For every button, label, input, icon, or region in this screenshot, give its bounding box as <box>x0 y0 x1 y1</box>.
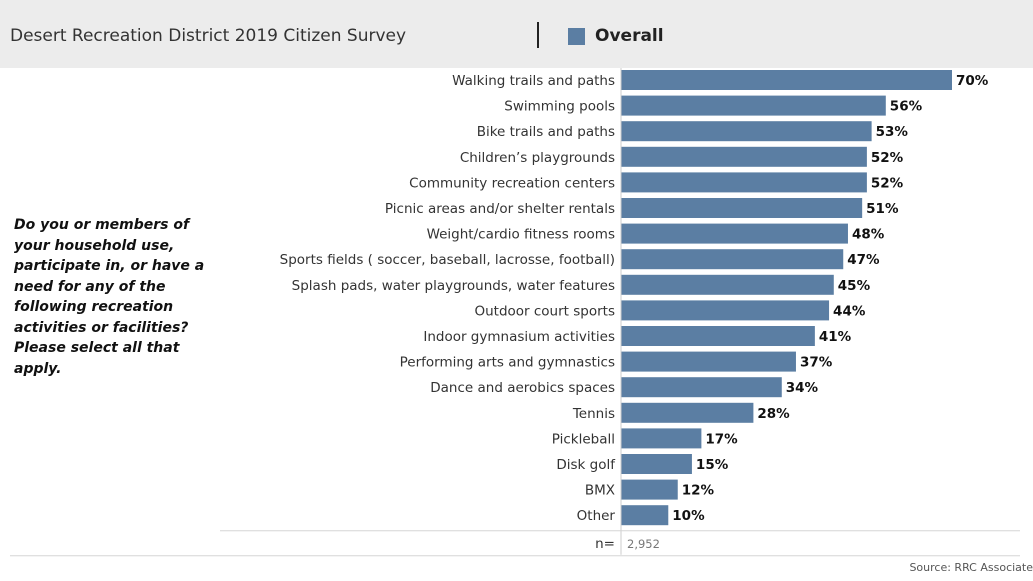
bar[interactable] <box>621 121 872 142</box>
value-label: 52% <box>871 175 904 191</box>
value-label: 10% <box>672 508 705 524</box>
value-label: 34% <box>786 380 819 396</box>
bar[interactable] <box>621 326 815 346</box>
category-label: Other <box>577 508 616 524</box>
category-label: BMX <box>585 483 615 499</box>
value-label: 12% <box>682 483 715 499</box>
bar[interactable] <box>621 402 754 423</box>
title-separator <box>537 22 539 48</box>
category-label: Pickleball <box>552 431 615 447</box>
category-label: Sports fields ( soccer, baseball, lacros… <box>280 252 615 268</box>
bar[interactable] <box>621 146 867 167</box>
value-label: 28% <box>757 406 790 422</box>
header-bar: Desert Recreation District 2019 Citizen … <box>0 0 1033 68</box>
category-label: Swimming pools <box>504 99 615 115</box>
value-label: 45% <box>838 278 871 294</box>
value-label: 41% <box>819 329 852 345</box>
category-label: Indoor gymnasium activities <box>423 329 615 345</box>
category-label: Picnic areas and/or shelter rentals <box>385 201 615 217</box>
category-label: Bike trails and paths <box>477 124 615 140</box>
legend[interactable]: Overall <box>568 26 664 46</box>
source-note: Source: RRC Associate <box>909 561 1033 574</box>
category-label: Weight/cardio fitness rooms <box>427 227 615 243</box>
value-label: 53% <box>876 124 909 140</box>
bar[interactable] <box>621 479 678 500</box>
value-label: 17% <box>705 431 738 447</box>
bar[interactable] <box>621 249 844 270</box>
value-label: 44% <box>833 303 866 319</box>
bar[interactable] <box>621 274 834 295</box>
category-label: Community recreation centers <box>409 175 615 191</box>
category-label: Dance and aerobics spaces <box>430 380 615 396</box>
bar[interactable] <box>621 172 867 193</box>
value-label: 47% <box>847 252 880 268</box>
category-label: Tennis <box>572 406 615 422</box>
value-label: 56% <box>890 99 923 115</box>
bar[interactable] <box>621 300 830 321</box>
value-label: 15% <box>696 457 729 473</box>
legend-swatch <box>568 27 585 45</box>
category-label: Performing arts and gymnastics <box>400 355 615 371</box>
bar[interactable] <box>621 428 702 449</box>
bar[interactable] <box>621 70 952 90</box>
value-label: 52% <box>871 150 904 166</box>
legend-label: Overall <box>595 26 664 46</box>
category-label: Walking trails and paths <box>452 73 615 89</box>
n-value: 2,952 <box>627 537 660 551</box>
value-label: 70% <box>956 73 989 89</box>
bar[interactable] <box>621 351 796 372</box>
bar[interactable] <box>621 377 782 398</box>
value-label: 51% <box>866 201 899 217</box>
bar[interactable] <box>621 95 886 116</box>
category-label: Outdoor court sports <box>474 303 615 319</box>
bar[interactable] <box>621 198 863 218</box>
bar[interactable] <box>621 505 669 526</box>
value-label: 48% <box>852 227 885 243</box>
n-label: n= <box>595 536 615 552</box>
bar[interactable] <box>621 454 692 474</box>
bar[interactable] <box>621 223 848 244</box>
category-label: Children’s playgrounds <box>460 150 615 166</box>
category-label: Disk golf <box>556 457 616 473</box>
value-label: 37% <box>800 355 833 371</box>
chart-title: Desert Recreation District 2019 Citizen … <box>10 26 407 46</box>
survey-question: Do you or members of your household use,… <box>14 217 205 377</box>
category-label: Splash pads, water playgrounds, water fe… <box>292 278 615 294</box>
